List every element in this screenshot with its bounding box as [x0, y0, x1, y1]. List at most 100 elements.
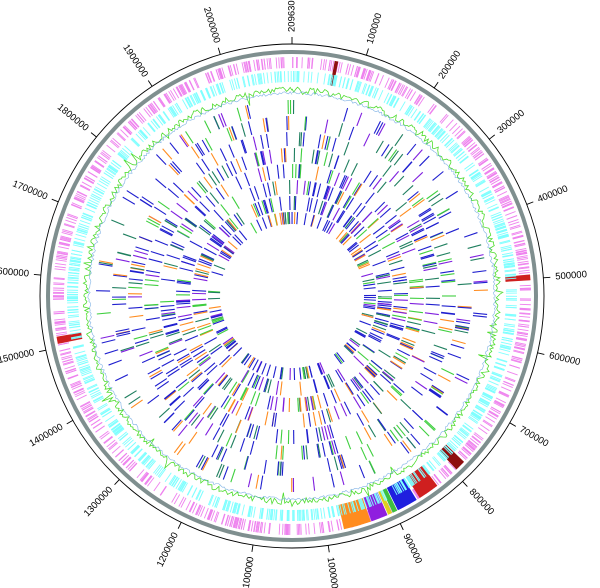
- blast-hit: [287, 212, 289, 225]
- blast-hit: [275, 429, 279, 444]
- reverse-gene: [195, 489, 201, 500]
- blast-hit: [213, 264, 226, 270]
- reverse-gene: [72, 244, 84, 248]
- reverse-gene: [253, 506, 256, 518]
- blast-hit: [170, 210, 183, 220]
- forward-gene: [355, 66, 360, 78]
- blast-hit: [366, 443, 374, 457]
- blast-hit: [192, 303, 207, 307]
- forward-gene: [263, 58, 266, 70]
- blast-hit: [200, 457, 209, 470]
- reverse-gene: [70, 331, 82, 335]
- blast-hit: [218, 227, 230, 238]
- blast-hit: [354, 329, 367, 337]
- forward-gene: [388, 79, 395, 91]
- reverse-gene: [428, 460, 437, 470]
- blast-hit: [408, 193, 421, 203]
- blast-hit: [162, 148, 173, 160]
- blast-hit: [441, 305, 456, 308]
- blast-hit: [280, 445, 283, 460]
- forward-gene: [511, 355, 523, 360]
- blast-hit: [323, 375, 330, 390]
- reverse-gene: [178, 481, 186, 491]
- blast-hit: [420, 253, 435, 259]
- blast-hit: [321, 426, 326, 441]
- reverse-gene: [192, 93, 199, 105]
- reverse-gene: [494, 223, 506, 229]
- forward-gene: [66, 216, 77, 222]
- reverse-gene: [98, 180, 109, 187]
- blast-hit: [369, 174, 379, 188]
- blast-hit: [423, 367, 437, 375]
- blast-hit: [164, 262, 178, 268]
- blast-hit: [184, 193, 195, 205]
- forward-gene: [219, 67, 224, 79]
- reverse-gene: [131, 137, 141, 146]
- reverse-gene: [68, 266, 80, 270]
- blast-hit: [393, 153, 404, 166]
- tick-mark: [433, 81, 439, 89]
- blast-hit: [348, 221, 360, 233]
- blast-hit: [221, 165, 230, 179]
- reverse-gene: [277, 71, 280, 83]
- reverse-gene: [221, 82, 226, 93]
- blast-hit: [261, 217, 268, 229]
- blast-hit: [423, 267, 438, 272]
- blast-hit: [326, 204, 334, 218]
- blast-hit: [395, 232, 409, 241]
- blast-hit: [327, 187, 334, 201]
- reverse-gene: [131, 445, 140, 455]
- blast-hit: [351, 377, 361, 390]
- reverse-gene: [157, 467, 165, 478]
- blast-hit: [241, 139, 248, 154]
- reverse-gene: [398, 481, 405, 492]
- forward-gene: [516, 337, 527, 341]
- blast-hit: [333, 172, 340, 187]
- reverse-gene: [437, 130, 446, 140]
- reverse-gene: [482, 393, 493, 400]
- blast-hit: [392, 314, 407, 319]
- blast-hit: [317, 362, 323, 375]
- forward-gene: [206, 509, 212, 520]
- blast-hit: [386, 334, 400, 341]
- reverse-gene: [107, 166, 118, 174]
- blast-hit: [167, 368, 180, 377]
- blast-hit: [160, 308, 175, 312]
- reverse-gene: [393, 97, 400, 108]
- blast-hit: [194, 206, 206, 217]
- tick-label: 1200000: [155, 531, 181, 569]
- blast-hit: [192, 395, 204, 407]
- forward-gene: [242, 519, 246, 531]
- forward-gene: [53, 283, 65, 286]
- forward-gene: [308, 57, 311, 69]
- forward-gene: [443, 465, 452, 475]
- forward-gene: [493, 402, 504, 409]
- blast-hit: [181, 223, 194, 232]
- forward-gene: [244, 61, 248, 73]
- blast-hit: [450, 343, 465, 349]
- reverse-gene: [119, 150, 129, 159]
- blast-hit: [165, 366, 179, 375]
- forward-gene: [519, 313, 531, 315]
- forward-gene: [360, 68, 365, 79]
- blast-hit: [361, 211, 373, 223]
- forward-gene: [75, 193, 87, 199]
- reverse-strand-genes-track: [66, 70, 518, 522]
- reverse-gene: [374, 492, 380, 504]
- reverse-gene: [138, 452, 147, 461]
- blast-hit: [160, 300, 175, 303]
- blast-hit: [344, 344, 354, 354]
- blast-hit: [307, 181, 312, 196]
- tick-label: 2000000: [201, 6, 222, 45]
- forward-gene: [55, 331, 67, 335]
- blast-hit: [134, 250, 149, 256]
- reverse-gene: [350, 501, 355, 513]
- blast-hit: [226, 220, 237, 232]
- blast-hit: [305, 445, 308, 460]
- reverse-gene: [181, 482, 188, 493]
- blast-hit: [193, 277, 208, 282]
- blast-hit: [400, 341, 414, 348]
- reverse-gene: [130, 445, 140, 454]
- blast-hit: [209, 238, 222, 248]
- forward-gene: [173, 494, 181, 505]
